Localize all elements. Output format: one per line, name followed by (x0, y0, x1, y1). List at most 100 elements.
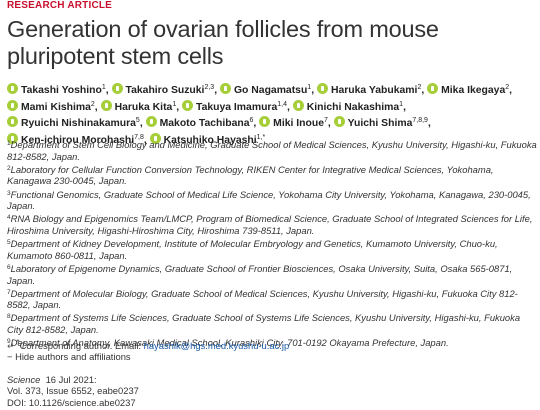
author-item[interactable]: Katsuhiko Hayashi1,* (149, 132, 266, 146)
author-name[interactable]: Mami Kishima (21, 101, 91, 113)
orcid-icon[interactable] (7, 99, 18, 111)
link-icon: ↵ (7, 341, 15, 352)
author-affiliation-sup: 1 (399, 100, 404, 108)
affiliation-number: 3 (7, 189, 11, 197)
author-affiliation-sup: 5 (135, 117, 140, 124)
author-name[interactable]: Makoto Tachibana (159, 118, 250, 129)
corresponding-email-link[interactable]: hayashik@hgs.med.kyushu-u.ac.jp (143, 340, 290, 352)
citation-date: 16 Jul 2021: (45, 374, 97, 385)
author-affiliation-sup: 1 (307, 84, 312, 91)
affiliation-item: 6Laboratory of Epigenome Dynamics, Gradu… (7, 263, 537, 286)
author-item[interactable]: Miki Inoue7 (259, 116, 328, 129)
affiliation-text: Laboratory for Cellular Function Convers… (7, 163, 494, 187)
author-affiliation-sup: 1 (101, 84, 106, 91)
author-item[interactable]: Haruka Yabukami2 (316, 83, 422, 96)
author-name[interactable]: Ryuichi Nishinakamura (21, 118, 136, 129)
orcid-icon[interactable] (316, 83, 328, 94)
orcid-icon[interactable] (292, 99, 304, 111)
author-name[interactable]: Ken-ichirou Morohashi (21, 134, 135, 146)
orcid-icon[interactable] (149, 132, 161, 144)
affiliation-item: 5Department of Kidney Development, Insti… (7, 238, 537, 261)
orcid-icon[interactable] (333, 116, 345, 127)
affiliation-text: Department of Systems Life Sciences, Gra… (7, 312, 521, 336)
orcid-icon[interactable] (7, 83, 18, 94)
author-name[interactable]: Mika Ikegaya (441, 85, 506, 96)
affiliation-number: 9 (7, 338, 11, 346)
affiliation-text: Department of Molecular Biology, Graduat… (7, 287, 518, 311)
affiliation-text: RNA Biology and Epigenomics Team/LMCP, P… (7, 213, 533, 236)
citation-block: Science 16 Jul 2021: Vol. 373, Issue 655… (7, 374, 139, 408)
affiliation-item: 4RNA Biology and Epigenomics Team/LMCP, … (7, 213, 537, 236)
hide-authors-toggle[interactable]: − Hide authors and affiliations (7, 351, 131, 362)
author-name[interactable]: Takahiro Suzuki (125, 85, 205, 96)
orcid-icon[interactable] (100, 99, 112, 111)
affiliation-number: 2 (7, 164, 11, 172)
author-affiliation-sup: 2 (505, 84, 510, 91)
affiliation-text: Laboratory of Epigenome Dynamics, Gradua… (7, 262, 513, 286)
citation-volume: Vol. 373, Issue 6552, eabe0237 (7, 385, 139, 397)
author-item[interactable]: Makoto Tachibana6 (145, 116, 254, 129)
corresponding-marker: * (16, 338, 20, 347)
citation-doi: DOI: 10.1126/science.abe0237 (7, 396, 136, 408)
author-affiliation-sup: 7 (323, 117, 328, 124)
author-item[interactable]: Mika Ikegaya2 (427, 83, 510, 96)
author-name[interactable]: Katsuhiko Hayashi (163, 134, 257, 146)
author-name[interactable]: Takuya Imamura (196, 101, 278, 113)
affiliation-number: 5 (7, 239, 11, 247)
citation-journal-line: Science 16 Jul 2021: (7, 374, 139, 385)
orcid-icon[interactable] (259, 116, 271, 127)
orcid-icon[interactable] (7, 132, 18, 144)
author-name[interactable]: Go Nagamatsu (233, 85, 308, 96)
affiliation-text: Department of Stem Cell Biology and Medi… (7, 139, 537, 162)
affiliation-number: 4 (7, 214, 11, 222)
affiliation-number: 1 (7, 140, 11, 147)
author-name[interactable]: Haruka Yabukami (330, 85, 418, 96)
affiliation-text: Department of Kidney Development, Instit… (7, 238, 498, 261)
orcid-icon[interactable] (7, 116, 18, 127)
author-item[interactable]: Yuichi Shima7,8,9 (333, 116, 428, 129)
corresponding-label: Corresponding author. Email: (19, 340, 142, 352)
author-item[interactable]: Go Nagamatsu1 (219, 83, 312, 96)
affiliation-text: Department of Anatomy, Kawasaki Medical … (10, 337, 449, 349)
author-affiliation-sup: 6 (249, 117, 254, 124)
author-name[interactable]: Miki Inoue (273, 118, 324, 129)
author-affiliation-sup: 2,3 (204, 84, 215, 91)
author-name[interactable]: Yuichi Shima (347, 118, 413, 129)
author-affiliation-sup: 7,8,9 (412, 117, 428, 124)
author-item[interactable]: Mami Kishima2 (7, 99, 95, 113)
author-item[interactable]: Ryuichi Nishinakamura5 (7, 116, 140, 129)
orcid-icon[interactable] (111, 83, 123, 94)
author-item[interactable]: Takahiro Suzuki2,3 (111, 83, 215, 96)
author-item[interactable]: Kinichi Nakashima1 (292, 99, 404, 113)
author-name[interactable]: Haruka Kita (114, 101, 173, 113)
orcid-icon[interactable] (427, 83, 439, 94)
author-affiliation-sup: 1,* (256, 133, 266, 141)
affiliation-item: 1Department of Stem Cell Biology and Med… (7, 139, 537, 162)
author-item[interactable]: Haruka Kita1 (100, 99, 176, 113)
affiliation-number: 8 (7, 313, 11, 321)
citation-journal: Science (7, 374, 41, 385)
author-affiliation-sup: 1,4 (277, 100, 287, 108)
orcid-icon[interactable] (182, 99, 193, 111)
affiliation-item: 2Laboratory for Cellular Function Conver… (7, 164, 537, 187)
orcid-icon[interactable] (219, 83, 231, 94)
affiliation-item: 8Department of Systems Life Sciences, Gr… (7, 312, 537, 335)
author-name[interactable]: Takashi Yoshino (21, 85, 102, 96)
affiliation-item: 7Department of Molecular Biology, Gradua… (7, 288, 537, 311)
author-item[interactable]: Takuya Imamura1,4 (182, 99, 287, 113)
orcid-icon[interactable] (145, 116, 157, 127)
author-item[interactable]: Ken-ichirou Morohashi7,8 (7, 132, 144, 146)
author-item[interactable]: Takashi Yoshino1 (7, 83, 106, 96)
affiliation-item: 3Functional Genomics, Graduate School of… (7, 189, 537, 212)
affiliation-text: Functional Genomics, Graduate School of … (7, 188, 531, 212)
affiliation-item: 9Department of Anatomy, Kawasaki Medical… (7, 337, 537, 349)
affiliation-list: 1Department of Stem Cell Biology and Med… (7, 139, 537, 350)
author-affiliation-sup: 2 (417, 84, 422, 91)
affiliation-number: 7 (7, 288, 11, 296)
author-affiliation-sup: 2 (90, 100, 95, 108)
author-list: Takashi Yoshino1, Takahiro Suzuki2,3, Go… (7, 83, 537, 149)
author-affiliation-sup: 7,8 (134, 133, 144, 141)
corresponding-author: ↵ *Corresponding author. Email: hayashik@… (7, 337, 537, 352)
article-type-label: RESEARCH ARTICLE (7, 0, 113, 11)
author-name[interactable]: Kinichi Nakashima (306, 101, 400, 113)
